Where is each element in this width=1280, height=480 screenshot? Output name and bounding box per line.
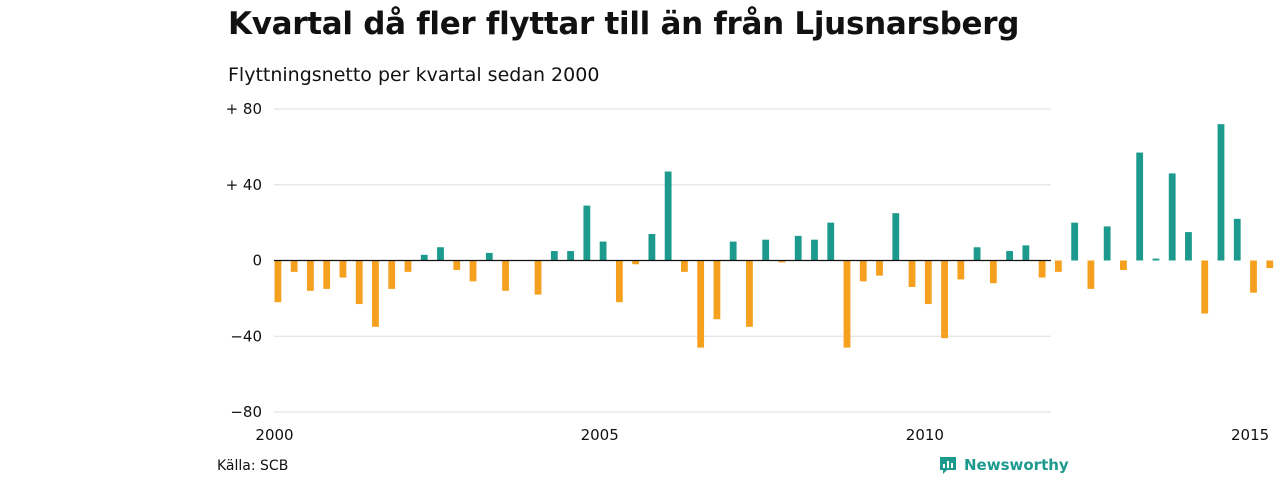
bar-negative	[778, 260, 786, 263]
bar-negative	[615, 260, 623, 303]
y-tick-label: + 40	[226, 176, 262, 194]
bar-negative	[941, 260, 948, 339]
bar-positive	[827, 222, 835, 261]
bar-negative	[924, 260, 932, 305]
bar-negative	[388, 260, 396, 289]
x-tick-label: 2015	[1231, 426, 1269, 444]
bar-negative	[534, 260, 542, 295]
bar-positive	[1071, 222, 1079, 261]
bar-negative	[307, 260, 314, 291]
brand[interactable]: Newsworthy	[938, 455, 1069, 475]
bar-positive	[811, 239, 818, 261]
bar-negative	[859, 260, 867, 282]
bar-positive	[1103, 226, 1111, 261]
bar-positive	[1136, 152, 1144, 261]
bar-positive	[664, 171, 672, 261]
x-tick-label: 2000	[255, 426, 293, 444]
bar-negative	[632, 260, 640, 265]
bar-positive	[1022, 245, 1030, 261]
bar-negative	[697, 260, 705, 348]
bar-positive	[729, 241, 737, 261]
y-axis-labels: + 80 + 40 0 −40 −80	[226, 100, 262, 421]
source-note: Källa: SCB	[217, 458, 289, 474]
grid-layer	[274, 108, 1051, 413]
bar-positive	[1006, 251, 1013, 261]
newsworthy-logo-icon	[940, 457, 956, 474]
bar-positive	[1233, 218, 1241, 261]
bar-positive	[420, 254, 428, 261]
bar-negative	[681, 260, 688, 272]
x-tick-label: 2010	[906, 426, 944, 444]
bar-positive	[1168, 173, 1176, 261]
bar-positive	[794, 235, 802, 261]
bar-positive	[762, 239, 770, 261]
bar-negative	[355, 260, 363, 305]
y-tick-label: 0	[252, 252, 262, 270]
chart-title: Kvartal då fler flyttar till än från Lju…	[228, 6, 1020, 42]
bar-negative	[1201, 260, 1209, 314]
bar-negative	[453, 260, 461, 270]
bar-negative	[274, 260, 282, 303]
bar-positive	[1185, 232, 1192, 261]
x-tick-label: 2005	[581, 426, 619, 444]
bar-negative	[876, 260, 883, 276]
bar-negative	[339, 260, 347, 278]
bar-positive	[567, 251, 574, 261]
y-tick-label: −40	[230, 327, 262, 345]
y-tick-label: + 80	[226, 100, 262, 118]
x-axis-labels: 20002005201020152020	[255, 426, 1269, 444]
bar-positive	[437, 247, 444, 261]
bar-positive	[599, 241, 607, 261]
bar-negative	[1054, 260, 1062, 272]
bar-negative	[1120, 260, 1127, 270]
bar-positive	[550, 251, 558, 261]
bar-negative	[404, 260, 412, 272]
bar-chart: + 80+ 400−40−80 20002005201020152020	[226, 100, 1274, 444]
chart-subtitle: Flyttningsnetto per kvartal sedan 2000	[228, 64, 600, 86]
bars-layer	[274, 124, 1274, 348]
bar-negative	[1087, 260, 1095, 289]
brand-name: Newsworthy	[964, 456, 1069, 474]
bar-positive	[583, 205, 591, 261]
bar-negative	[989, 260, 997, 284]
y-tick-label: −80	[230, 403, 262, 421]
bar-negative	[957, 260, 965, 280]
bar-negative	[713, 260, 721, 320]
bar-positive	[973, 247, 981, 261]
bar-negative	[908, 260, 916, 288]
bar-negative	[843, 260, 851, 348]
bar-positive	[485, 252, 493, 261]
bar-negative	[1266, 260, 1274, 269]
bar-negative	[323, 260, 331, 289]
bar-negative	[1250, 260, 1257, 293]
bar-positive	[1152, 258, 1160, 261]
bar-negative	[502, 260, 509, 291]
bar-positive	[892, 213, 900, 261]
bar-negative	[372, 260, 379, 327]
bar-positive	[648, 233, 656, 261]
bar-positive	[1217, 124, 1225, 261]
bar-negative	[746, 260, 753, 327]
bar-negative	[290, 260, 298, 272]
bar-negative	[1038, 260, 1046, 278]
bar-negative	[469, 260, 477, 282]
